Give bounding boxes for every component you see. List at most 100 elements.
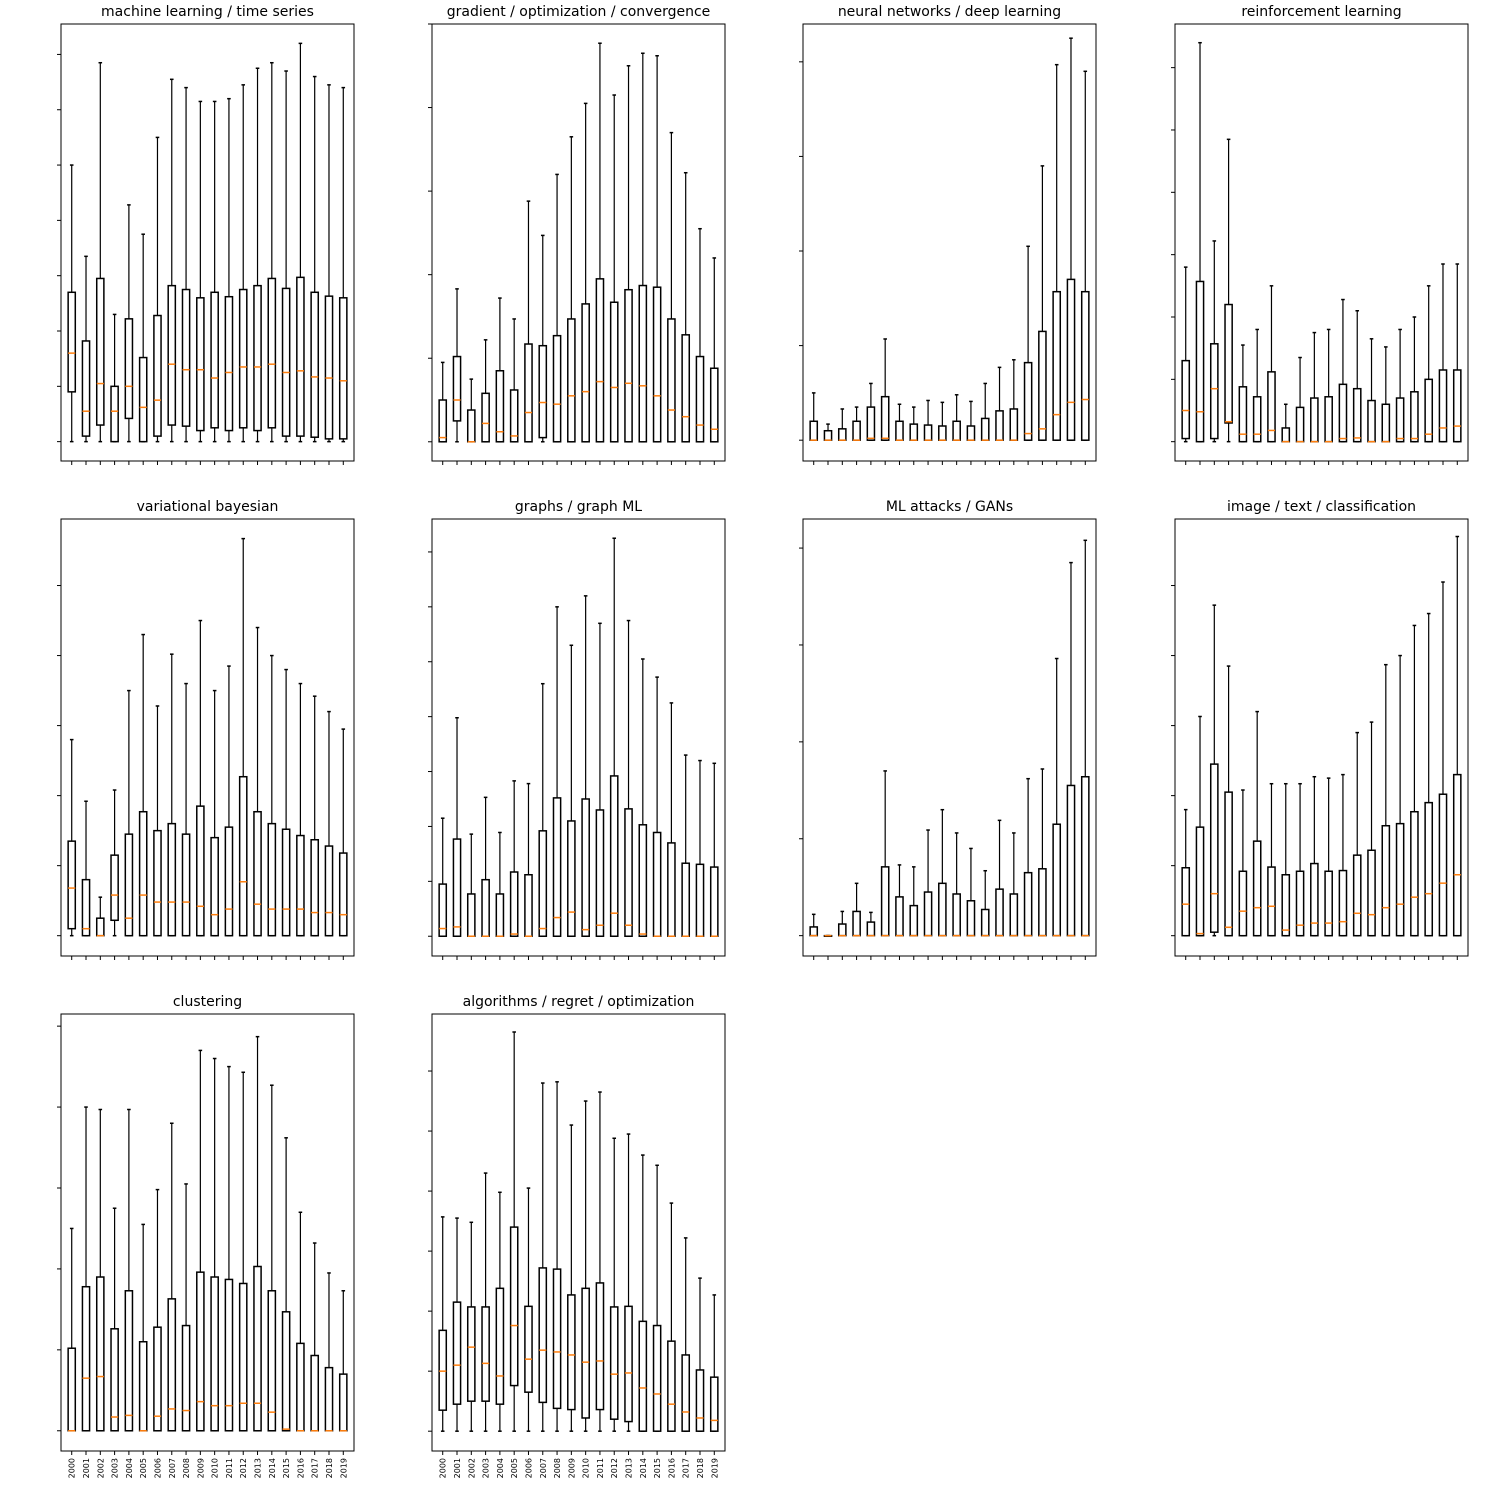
box-2018 xyxy=(1438,263,1448,443)
box-2017 xyxy=(681,1237,691,1432)
box-2003 xyxy=(110,1207,119,1432)
x-tick-label: 2004 xyxy=(496,1458,505,1478)
box-body xyxy=(1023,361,1033,441)
box-2019 xyxy=(338,86,348,443)
box-body xyxy=(923,424,933,441)
box-body xyxy=(667,318,676,443)
axes-frame xyxy=(431,23,726,462)
subplot-2: gradient / optimization / convergence xyxy=(428,4,726,465)
box-body xyxy=(581,798,590,937)
box-2017 xyxy=(1052,657,1062,937)
box-2008 xyxy=(181,1183,191,1432)
box-body xyxy=(1209,343,1219,440)
box-2010 xyxy=(210,1057,219,1432)
box-2002 xyxy=(466,1221,476,1432)
box-body xyxy=(1424,378,1434,443)
box-2015 xyxy=(652,1164,662,1432)
x-tick-label: 2015 xyxy=(282,1458,291,1478)
box-body xyxy=(524,1305,533,1393)
box-body xyxy=(67,1347,77,1432)
box-2019 xyxy=(338,1290,348,1432)
box-body xyxy=(1209,763,1219,933)
x-tick-label: 2011 xyxy=(596,1458,605,1478)
box-body xyxy=(1452,773,1462,937)
box-2006 xyxy=(895,864,904,937)
x-tick-label: 2013 xyxy=(625,1458,634,1478)
axes-frame xyxy=(60,23,355,462)
box-2013 xyxy=(253,67,262,443)
box-2011 xyxy=(966,847,976,937)
x-tick-label: 2010 xyxy=(211,1458,220,1478)
box-2004 xyxy=(124,1108,134,1432)
box-body xyxy=(438,883,448,937)
box-body xyxy=(624,808,633,937)
box-2002 xyxy=(1209,604,1219,937)
box-body xyxy=(438,1329,448,1411)
box-2009 xyxy=(196,100,205,443)
box-2017 xyxy=(681,754,691,937)
box-2001 xyxy=(81,800,91,937)
box-body xyxy=(267,1290,277,1432)
box-body xyxy=(1310,862,1319,937)
box-body xyxy=(452,838,462,937)
box-body xyxy=(338,1373,348,1432)
box-body xyxy=(1352,387,1362,443)
box-2008 xyxy=(1295,356,1305,443)
box-2006 xyxy=(524,782,533,937)
box-body xyxy=(667,842,676,937)
box-2014 xyxy=(1381,663,1391,937)
box-body xyxy=(1224,791,1233,937)
box-2003 xyxy=(852,882,861,937)
axes-frame xyxy=(1174,518,1469,957)
box-body xyxy=(81,340,91,437)
box-body xyxy=(695,863,705,937)
box-2018 xyxy=(695,1277,705,1432)
box-body xyxy=(524,343,533,443)
box-body xyxy=(95,917,105,937)
box-body xyxy=(196,1271,205,1432)
x-tick-label: 2012 xyxy=(610,1458,619,1478)
box-body xyxy=(1395,822,1405,937)
box-body xyxy=(624,1305,633,1423)
box-2018 xyxy=(324,710,334,937)
box-2006 xyxy=(153,1188,162,1432)
box-2018 xyxy=(695,227,705,443)
box-2002 xyxy=(466,833,476,937)
x-tick-label: 2000 xyxy=(439,1458,448,1478)
box-2002 xyxy=(1209,240,1219,443)
box-body xyxy=(181,1324,191,1432)
box-body xyxy=(1352,854,1362,937)
box-2013 xyxy=(1367,721,1376,937)
box-2010 xyxy=(581,595,590,937)
box-2005 xyxy=(1252,710,1262,937)
box-2004 xyxy=(495,297,505,443)
box-2019 xyxy=(1452,263,1462,443)
x-tick-label: 2017 xyxy=(682,1458,691,1478)
box-body xyxy=(609,301,619,443)
box-body xyxy=(438,399,448,443)
box-body xyxy=(238,1282,248,1432)
axes-frame xyxy=(431,1013,726,1452)
box-body xyxy=(296,276,305,437)
box-2006 xyxy=(524,1187,533,1432)
box-2019 xyxy=(709,257,719,443)
box-body xyxy=(595,278,605,443)
box-2004 xyxy=(866,382,876,441)
box-2008 xyxy=(552,606,562,937)
subplot-title: machine learning / time series xyxy=(101,4,314,20)
box-2000 xyxy=(1181,266,1191,443)
box-body xyxy=(509,389,519,443)
x-tick-label: 2003 xyxy=(111,1458,120,1478)
box-body xyxy=(466,1306,476,1402)
box-2017 xyxy=(310,1242,320,1432)
box-body xyxy=(1338,383,1348,443)
box-body xyxy=(495,893,505,937)
box-2019 xyxy=(709,1294,719,1432)
box-2011 xyxy=(1338,298,1348,443)
box-body xyxy=(110,385,119,443)
x-tick-label: 2014 xyxy=(268,1458,277,1478)
box-2012 xyxy=(609,1137,619,1432)
box-body xyxy=(681,862,691,937)
box-2005 xyxy=(509,318,519,443)
box-body xyxy=(895,420,904,441)
